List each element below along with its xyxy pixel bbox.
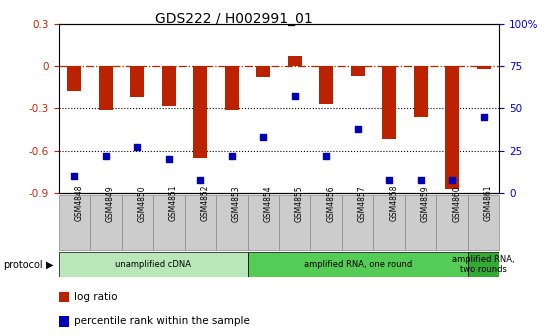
Bar [122,195,153,250]
Bar [216,195,248,250]
Bar [477,66,490,69]
Bar [468,252,499,277]
Bar [185,195,216,250]
Point [416,177,425,182]
Text: log ratio: log ratio [74,292,118,302]
Text: GSM4849: GSM4849 [106,185,115,221]
Bar [350,66,365,76]
Bar [248,195,279,250]
Bar [59,252,248,277]
Text: unamplified cDNA: unamplified cDNA [115,260,191,269]
Bar [59,195,90,250]
Text: GSM4851: GSM4851 [169,185,178,221]
Point [479,114,488,120]
Bar [162,66,176,106]
Point [165,157,174,162]
Point [290,94,299,99]
Text: GSM4855: GSM4855 [295,185,304,221]
Bar [382,66,396,139]
Bar [445,66,459,189]
Bar [279,195,310,250]
Text: protocol: protocol [3,260,42,269]
Point [448,177,456,182]
Text: GSM4854: GSM4854 [263,185,272,221]
Text: GSM4861: GSM4861 [484,185,493,221]
Text: percentile rank within the sample: percentile rank within the sample [74,317,250,326]
Text: GSM4848: GSM4848 [74,185,83,221]
Bar [225,66,239,110]
Bar [90,195,122,250]
Bar [288,56,302,66]
Text: amplified RNA, one round: amplified RNA, one round [304,260,412,269]
Point [70,174,79,179]
Bar [468,195,499,250]
Text: GSM4850: GSM4850 [137,185,146,221]
Bar [59,292,69,302]
Bar [256,66,270,77]
Text: GSM4853: GSM4853 [232,185,240,221]
Bar [405,195,436,250]
Point [322,153,331,159]
Bar [413,66,428,117]
Bar [373,195,405,250]
Bar [248,252,468,277]
Point [102,153,110,159]
Bar [68,66,81,91]
Text: GSM4856: GSM4856 [326,185,335,221]
Bar [130,66,145,97]
Text: GSM4858: GSM4858 [389,185,398,221]
Text: ▶: ▶ [46,260,53,269]
Bar [59,316,69,327]
Bar [193,66,208,158]
Bar [310,195,342,250]
Point [133,145,142,150]
Point [353,126,362,131]
Text: GSM4852: GSM4852 [200,185,209,221]
Text: amplified RNA,
two rounds: amplified RNA, two rounds [453,255,515,274]
Bar [319,66,333,104]
Bar [436,195,468,250]
Point [227,153,236,159]
Point [196,177,205,182]
Bar [99,66,113,110]
Text: GSM4857: GSM4857 [358,185,367,221]
Text: GSM4859: GSM4859 [421,185,430,221]
Point [259,134,268,140]
Bar [153,195,185,250]
Bar [342,195,373,250]
Text: GDS222 / H002991_01: GDS222 / H002991_01 [156,12,313,26]
Text: GSM4860: GSM4860 [452,185,461,221]
Point [385,177,394,182]
